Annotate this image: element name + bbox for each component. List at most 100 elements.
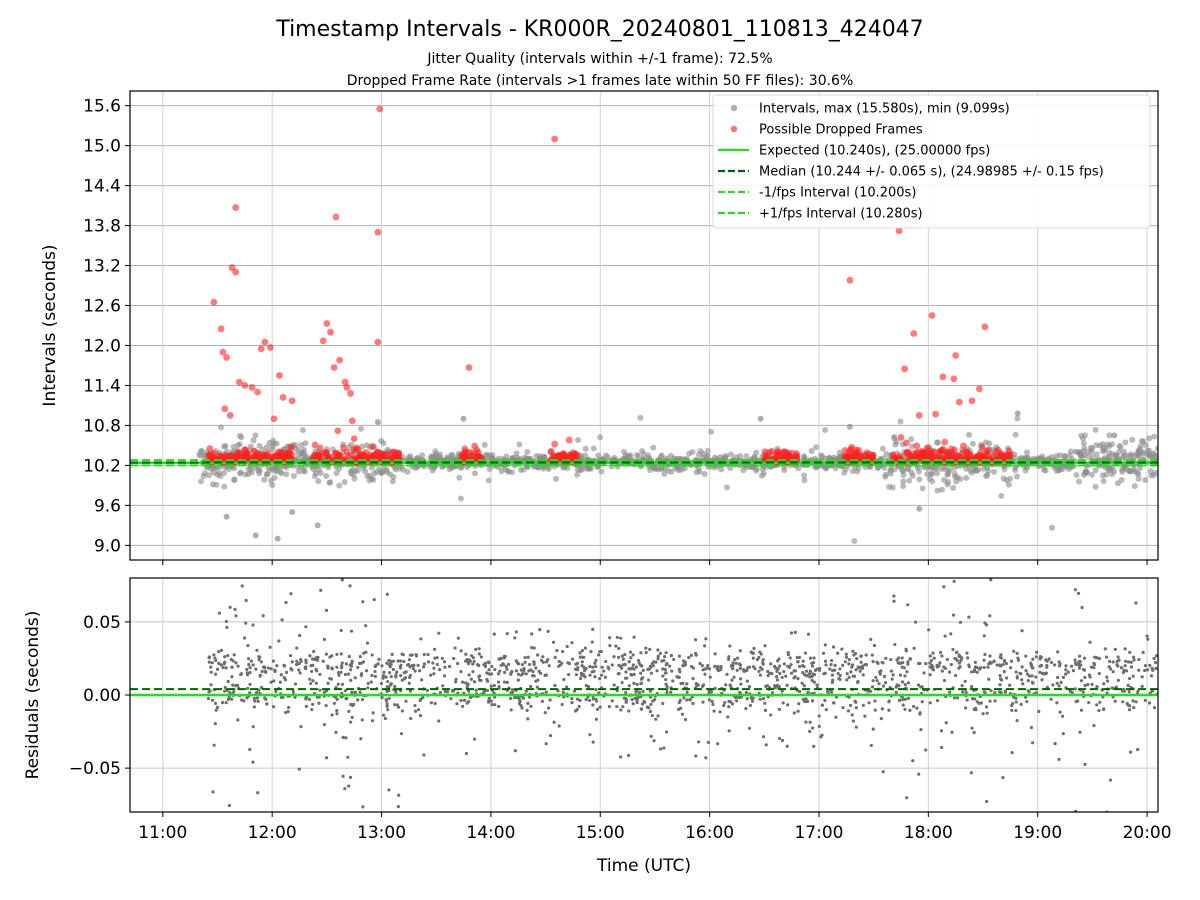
chart-subtitle-dropped: Dropped Frame Rate (intervals >1 frames … xyxy=(347,73,854,89)
residual-point xyxy=(901,680,905,684)
residual-point xyxy=(998,674,1002,678)
residual-point xyxy=(1105,675,1109,679)
dropped-frame-point xyxy=(219,348,227,356)
residual-point xyxy=(995,663,999,667)
dropped-frame-point xyxy=(221,405,229,413)
residual-point xyxy=(369,680,373,684)
intervals-panel: 9.09.610.210.811.412.012.613.213.814.415… xyxy=(40,90,1159,565)
residual-point xyxy=(1003,689,1008,693)
residual-point xyxy=(705,666,709,670)
residual-point xyxy=(644,650,648,655)
residual-point xyxy=(812,744,816,748)
residual-point xyxy=(731,661,735,665)
residual-point xyxy=(627,660,631,664)
residual-point xyxy=(701,668,705,672)
residual-point xyxy=(553,683,557,688)
interval-point xyxy=(552,475,559,482)
interval-point xyxy=(1131,483,1138,490)
interval-point xyxy=(404,468,411,475)
residual-point xyxy=(1056,650,1060,654)
interval-point xyxy=(1023,449,1030,456)
residual-point xyxy=(496,672,501,676)
residual-point xyxy=(738,662,742,666)
residual-point xyxy=(847,675,851,679)
x-tick-label: 15:00 xyxy=(576,823,625,843)
residual-point xyxy=(747,685,752,689)
residual-point xyxy=(841,706,845,710)
residual-point xyxy=(940,654,944,658)
residual-point xyxy=(455,702,459,706)
residual-point xyxy=(855,657,859,661)
residual-point xyxy=(437,719,441,723)
residual-point xyxy=(788,656,792,660)
residual-point xyxy=(532,660,536,664)
residual-point xyxy=(621,705,625,709)
residual-point xyxy=(497,657,501,661)
interval-point xyxy=(757,415,764,422)
interval-point xyxy=(758,472,765,479)
residual-point xyxy=(349,678,353,683)
residual-point xyxy=(623,676,628,680)
residual-point xyxy=(844,652,848,656)
residual-point xyxy=(727,655,731,659)
residual-point xyxy=(1012,649,1016,653)
interval-point xyxy=(590,445,597,452)
residual-point xyxy=(207,655,212,659)
residual-point xyxy=(295,659,299,663)
interval-point xyxy=(1116,448,1123,455)
residual-point xyxy=(349,668,353,672)
interval-point xyxy=(376,466,383,473)
residual-point xyxy=(567,662,572,666)
residual-point xyxy=(993,699,997,703)
residual-point xyxy=(498,669,502,673)
residual-point xyxy=(516,678,520,682)
residual-point xyxy=(248,747,252,752)
residual-point xyxy=(388,665,392,669)
residual-point xyxy=(510,688,515,692)
residual-point xyxy=(288,653,293,658)
residual-point xyxy=(998,683,1002,687)
residual-point xyxy=(954,657,958,661)
residual-point xyxy=(789,663,793,667)
residual-point xyxy=(1129,665,1134,669)
residual-point xyxy=(1127,690,1131,694)
interval-point xyxy=(650,444,657,451)
residual-point xyxy=(999,656,1003,660)
residual-point xyxy=(1024,669,1028,673)
residual-point xyxy=(1055,701,1059,705)
residual-point xyxy=(668,664,672,668)
residual-point xyxy=(598,677,602,681)
residual-point xyxy=(1090,682,1094,686)
residual-point xyxy=(1076,591,1081,595)
residual-point xyxy=(253,699,257,703)
residual-point xyxy=(1030,741,1035,745)
residual-point xyxy=(215,705,220,709)
interval-point xyxy=(882,473,889,480)
residual-point xyxy=(477,652,481,656)
residual-point xyxy=(1055,681,1059,685)
residual-point xyxy=(326,666,330,670)
residual-point xyxy=(825,690,830,694)
residual-point xyxy=(1132,705,1136,710)
residual-point xyxy=(584,697,588,702)
interval-point xyxy=(223,513,230,520)
residual-point xyxy=(314,681,318,685)
residual-point xyxy=(882,674,887,679)
residual-point xyxy=(514,630,518,634)
residual-point xyxy=(291,689,295,694)
residual-point xyxy=(290,660,294,664)
residual-point xyxy=(639,671,643,675)
residual-point xyxy=(617,672,621,676)
residual-point xyxy=(1057,664,1062,668)
residual-point xyxy=(1136,689,1140,693)
interval-point xyxy=(1146,447,1153,454)
residual-point xyxy=(212,743,216,747)
legend-label: Median (10.244 +/- 0.065 s), (24.98985 +… xyxy=(759,165,1104,180)
interval-point xyxy=(300,449,307,456)
residual-point xyxy=(1149,674,1154,678)
residual-point xyxy=(477,647,481,651)
interval-point xyxy=(695,465,702,472)
residual-point xyxy=(775,678,780,682)
residual-point xyxy=(407,658,412,662)
interval-point xyxy=(264,471,271,478)
